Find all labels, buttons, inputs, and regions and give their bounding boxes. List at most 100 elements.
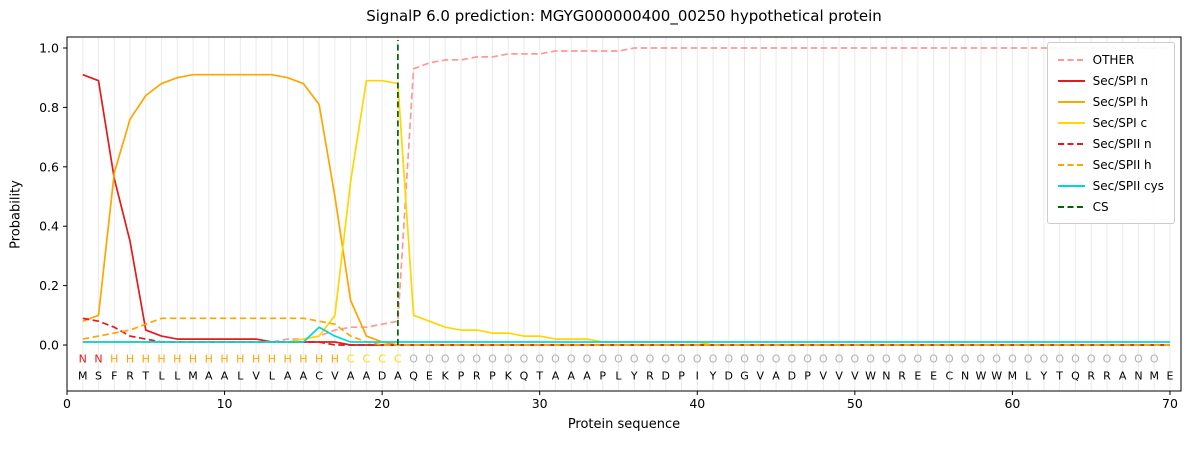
residue-letter: K xyxy=(442,370,450,383)
gridlines xyxy=(82,37,1171,391)
legend-line-sample xyxy=(1057,58,1085,61)
legend-item-label: OTHER xyxy=(1092,52,1135,67)
residue-letter: Y xyxy=(1040,370,1048,383)
legend-item-label: Sec/SPII cys xyxy=(1092,178,1164,193)
residue-letter: R xyxy=(898,370,906,383)
residue-letter: C xyxy=(315,370,323,383)
residue-letter: A xyxy=(284,370,292,383)
svg-text:20: 20 xyxy=(374,396,390,411)
region-letter: O xyxy=(441,353,450,366)
legend-line-sample xyxy=(1057,79,1085,82)
region-letter: O xyxy=(598,353,607,366)
region-letter: O xyxy=(583,353,592,366)
series-sec-spii-h xyxy=(82,317,1170,346)
legend-item-label: Sec/SPI h xyxy=(1092,94,1149,109)
residue-letter: I xyxy=(696,370,699,383)
series-sec-spii-cys xyxy=(82,326,1170,343)
residue-letter: D xyxy=(788,370,796,383)
region-letter: O xyxy=(1150,353,1159,366)
residue-letter: V xyxy=(757,370,765,383)
residue-letter: A xyxy=(347,370,355,383)
residue-letter: A xyxy=(394,370,402,383)
legend-item-label: Sec/SPII n xyxy=(1092,136,1152,151)
x-axis-label: Protein sequence xyxy=(567,417,681,432)
residue-letter: V xyxy=(820,370,828,383)
region-letter: O xyxy=(1040,353,1049,366)
region-letter: H xyxy=(315,353,323,366)
region-letter: O xyxy=(630,353,639,366)
y-tick-labels: 0.0 0.2 0.4 0.6 0.8 1.0 xyxy=(39,41,67,353)
region-letter: O xyxy=(977,353,986,366)
region-letter: O xyxy=(929,353,938,366)
residue-letter: D xyxy=(725,370,733,383)
region-letter: O xyxy=(472,353,481,366)
region-letter: O xyxy=(992,353,1001,366)
svg-text:10: 10 xyxy=(217,396,233,411)
residue-letter: R xyxy=(1103,370,1111,383)
region-letter: H xyxy=(110,353,118,366)
residue-letter: M xyxy=(188,370,198,383)
residue-letter: S xyxy=(95,370,102,383)
residue-letter: L xyxy=(269,370,276,383)
region-letter: O xyxy=(945,353,954,366)
residue-letter: R xyxy=(646,370,654,383)
svg-text:70: 70 xyxy=(1162,396,1178,411)
residue-letter: T xyxy=(1055,370,1063,383)
legend-line-sample xyxy=(1057,205,1085,208)
residue-letter: A xyxy=(363,370,371,383)
region-letter: O xyxy=(756,353,765,366)
region-letter: O xyxy=(1055,353,1064,366)
chart-title: SignalP 6.0 prediction: MGYG000000400_00… xyxy=(366,7,882,25)
svg-text:0.6: 0.6 xyxy=(39,159,59,174)
region-letter: O xyxy=(835,353,844,366)
legend-item-other: OTHER xyxy=(1057,49,1164,70)
residue-letter: V xyxy=(835,370,843,383)
region-letter: O xyxy=(1103,353,1112,366)
residue-letter: K xyxy=(505,370,513,383)
residue-letter: N xyxy=(882,370,890,383)
region-letter: O xyxy=(535,353,544,366)
region-letter: H xyxy=(189,353,197,366)
legend-line-sample xyxy=(1057,121,1085,124)
residue-letter: P xyxy=(599,370,606,383)
legend-line-sample xyxy=(1057,142,1085,145)
residue-letter: L xyxy=(237,370,244,383)
svg-text:50: 50 xyxy=(847,396,863,411)
region-letter: O xyxy=(1087,353,1096,366)
residue-letter: R xyxy=(1087,370,1095,383)
region-letter: H xyxy=(236,353,244,366)
region-letter: O xyxy=(646,353,655,366)
legend-line-sample xyxy=(1057,184,1085,187)
residue-letter: A xyxy=(300,370,308,383)
legend-item-sec-spii-cys: Sec/SPII cys xyxy=(1057,175,1164,196)
region-letter: C xyxy=(347,353,355,366)
region-letter: O xyxy=(567,353,576,366)
svg-text:0: 0 xyxy=(63,396,71,411)
residue-letter: A xyxy=(583,370,591,383)
residue-letter: Q xyxy=(1071,370,1080,383)
residue-letter: L xyxy=(1025,370,1032,383)
region-letter: H xyxy=(283,353,291,366)
residue-letter: E xyxy=(914,370,921,383)
residue-letter: Q xyxy=(409,370,418,383)
region-letter: H xyxy=(220,353,228,366)
region-letter: O xyxy=(724,353,733,366)
region-letter: O xyxy=(504,353,513,366)
region-letter: O xyxy=(1118,353,1127,366)
region-letter: H xyxy=(299,353,307,366)
region-letter: O xyxy=(787,353,796,366)
residue-letter: C xyxy=(946,370,954,383)
legend-item-cs: CS xyxy=(1057,196,1164,217)
axes-box xyxy=(66,36,1182,392)
legend-item-sec-spi-n: Sec/SPI n xyxy=(1057,70,1164,91)
region-letter: C xyxy=(363,353,371,366)
legend-item-sec-spii-n: Sec/SPII n xyxy=(1057,133,1164,154)
legend: OTHER Sec/SPI n Sec/SPI h Sec/SPI c Sec/SPII… xyxy=(1046,42,1175,224)
residue-letter: Y xyxy=(709,370,717,383)
region-letter: O xyxy=(1134,353,1143,366)
region-letter: O xyxy=(851,353,860,366)
region-letter: O xyxy=(1008,353,1017,366)
legend-item-label: Sec/SPI n xyxy=(1092,73,1149,88)
